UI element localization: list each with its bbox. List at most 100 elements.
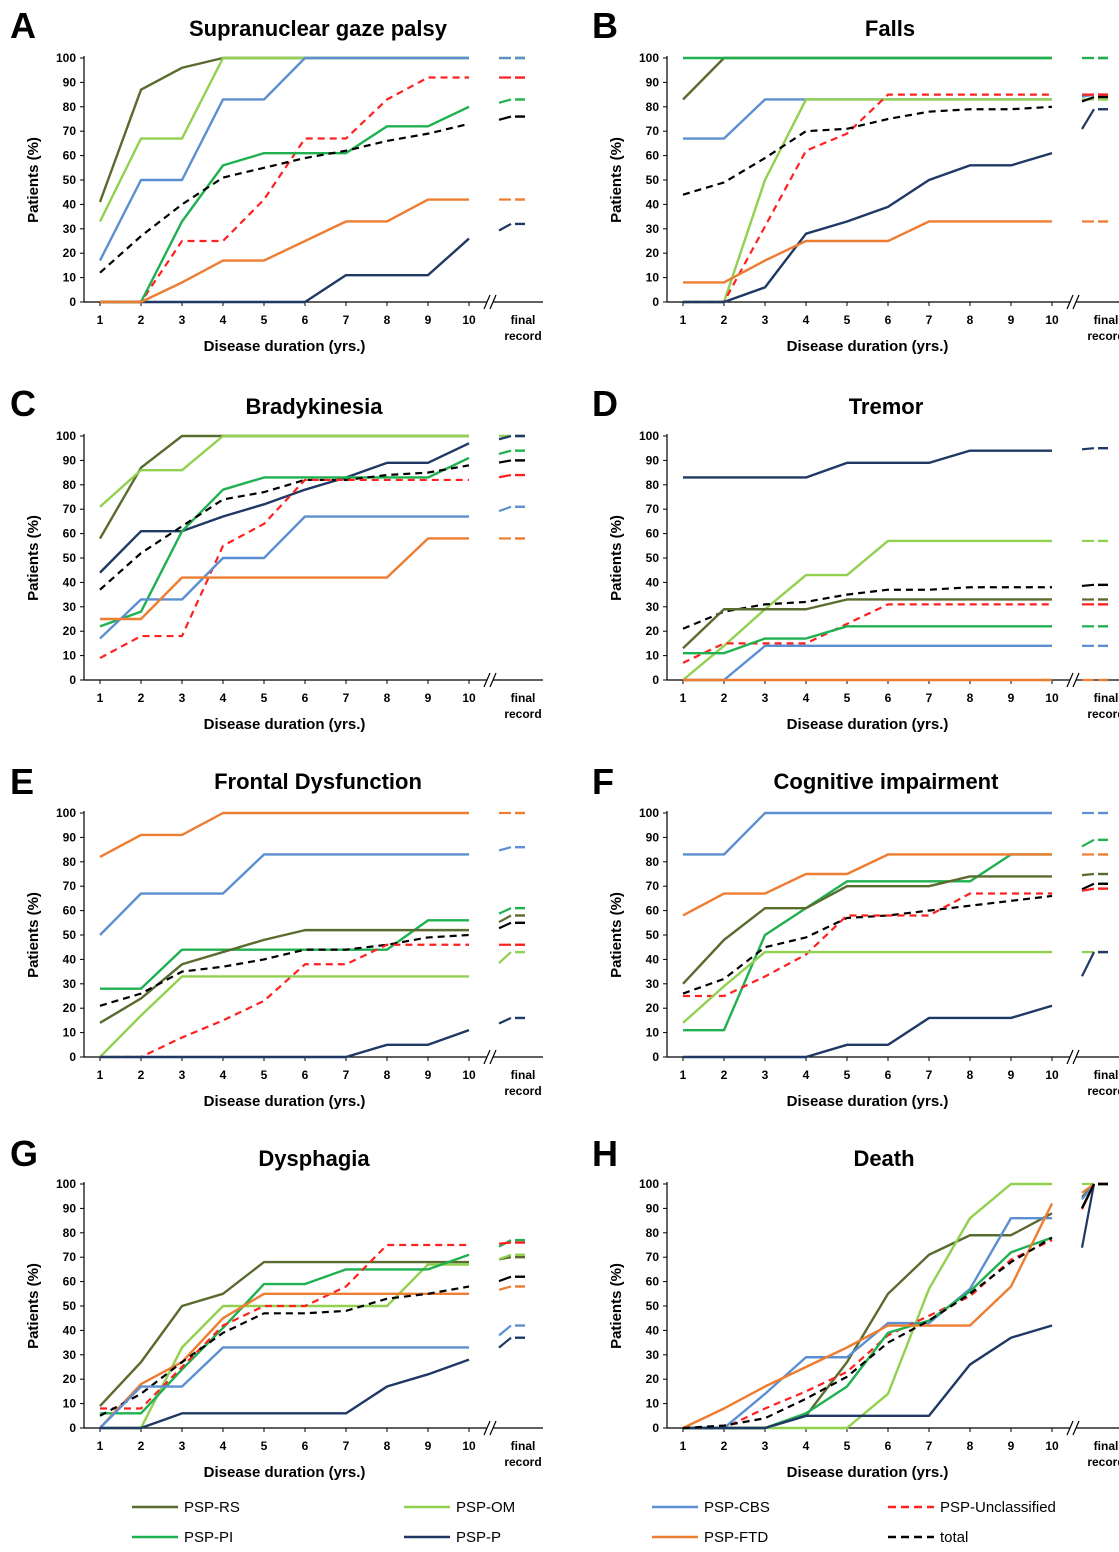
- x-tick-label: 2: [138, 1439, 145, 1453]
- series-group: [682, 811, 1108, 1059]
- series-connector-total: [1081, 583, 1095, 588]
- y-tick-label: 100: [639, 1177, 659, 1191]
- series-line-psp-p: [683, 152, 1053, 304]
- y-tick-label: 0: [69, 1421, 76, 1435]
- x-tick-label-final: record: [504, 1084, 541, 1098]
- x-tick-label-final: record: [504, 329, 541, 343]
- x-tick-label-final: final: [511, 1439, 536, 1453]
- series-connector-psp-pi: [1081, 838, 1095, 848]
- x-tick-label: 7: [926, 1439, 933, 1453]
- x-tick-label: 7: [926, 313, 933, 327]
- series-connector-total: [1081, 1183, 1095, 1209]
- panel-letter: C: [10, 383, 36, 424]
- y-tick-label: 0: [69, 1050, 76, 1064]
- x-tick-label: 6: [302, 1439, 309, 1453]
- x-tick-label-final: record: [1087, 329, 1119, 343]
- series-connector-total: [498, 921, 512, 930]
- y-tick-label: 20: [63, 624, 77, 638]
- series-line-total: [682, 1236, 1053, 1430]
- series-connector-psp-pi: [498, 449, 512, 455]
- x-tick-label: 8: [384, 313, 391, 327]
- panel-e: E Frontal Dysfunction 0 10 20 30 40 50 60 70 80 90 1…: [10, 761, 543, 1110]
- x-tick-label-final: final: [511, 691, 536, 705]
- panel-letter: D: [592, 383, 618, 424]
- y-tick-label: 90: [63, 1201, 77, 1215]
- y-tick-label: 30: [63, 1348, 77, 1362]
- y-tick-label: 0: [652, 673, 659, 687]
- series-connector-psp-ftd: [1081, 1183, 1095, 1194]
- y-tick-label: 40: [646, 952, 660, 966]
- y-tick-label: 60: [63, 149, 77, 163]
- y-tick-label: 50: [646, 551, 660, 565]
- panel-title: Bradykinesia: [246, 394, 384, 419]
- y-tick-label: 30: [63, 977, 77, 991]
- series-line-psp-unclassified: [100, 76, 469, 304]
- y-tick-label: 60: [646, 1275, 660, 1289]
- series-connector-psp-unclassified: [1081, 887, 1095, 892]
- panel-letter: F: [592, 761, 614, 802]
- x-axis-title: Disease duration (yrs.): [204, 716, 366, 733]
- series-line-psp-om: [682, 539, 1052, 681]
- x-tick-label: 3: [179, 1439, 186, 1453]
- x-tick-label: 2: [721, 1068, 728, 1082]
- x-tick-label: 6: [302, 313, 309, 327]
- axis-break-mark: [489, 1049, 497, 1065]
- series-line-psp-rs: [682, 56, 1052, 101]
- series-connector-total: [498, 1275, 512, 1283]
- x-tick-label: 5: [844, 691, 851, 705]
- y-axis-title: Patients (%): [25, 1263, 42, 1349]
- y-tick-label: 20: [646, 624, 660, 638]
- y-tick-label: 50: [63, 551, 77, 565]
- series-line-psp-unclassified: [682, 603, 1052, 664]
- series-line-psp-p: [100, 1029, 470, 1059]
- y-tick-label: 80: [646, 100, 660, 114]
- series-connector-total: [498, 115, 512, 121]
- series-group: [99, 811, 525, 1059]
- series-line-psp-p: [683, 1324, 1053, 1430]
- x-tick-label: 1: [680, 313, 687, 327]
- y-tick-label: 80: [646, 478, 660, 492]
- panel-c: C Bradykinesia 0 10 20 30 40 50 60 70 80 90 100 Patie…: [10, 383, 543, 733]
- y-axis-title: Patients (%): [608, 892, 625, 978]
- x-tick-label: 9: [425, 1439, 432, 1453]
- series-connector-psp-pi: [498, 98, 512, 104]
- x-tick-label: 5: [261, 1439, 268, 1453]
- y-tick-label: 40: [63, 575, 77, 589]
- series-line-psp-om: [683, 1182, 1052, 1430]
- x-axis-title: Disease duration (yrs.): [787, 1464, 949, 1481]
- series-connector-psp-p: [1081, 108, 1095, 130]
- x-tick-label: 10: [1045, 313, 1059, 327]
- x-tick-label: 9: [1008, 313, 1015, 327]
- series-connector-psp-unclassified: [498, 473, 512, 479]
- series-line-psp-pi: [683, 625, 1052, 655]
- panel-f: F Cognitive impairment 0 10 20 30 40 50 60 70 80 90…: [592, 761, 1119, 1110]
- axis-break-mark: [483, 672, 491, 688]
- legend-label: PSP-Unclassified: [940, 1499, 1056, 1516]
- legend-label: PSP-OM: [456, 1499, 515, 1516]
- y-tick-label: 50: [63, 1299, 77, 1313]
- x-tick-label: 7: [343, 691, 350, 705]
- x-tick-label: 2: [138, 1068, 145, 1082]
- series-connector-psp-cbs: [498, 846, 512, 852]
- series-line-psp-p: [100, 237, 470, 304]
- axis-break-mark: [1072, 294, 1080, 310]
- x-tick-label: 7: [926, 691, 933, 705]
- x-tick-label: 8: [967, 1439, 974, 1453]
- x-tick-label: 5: [844, 1439, 851, 1453]
- series-line-psp-ftd: [100, 537, 469, 621]
- panel-letter: B: [592, 5, 618, 46]
- x-tick-label: 9: [425, 691, 432, 705]
- y-tick-label: 10: [63, 271, 77, 285]
- y-tick-label: 60: [63, 1275, 77, 1289]
- y-tick-label: 10: [646, 1397, 660, 1411]
- x-tick-label-final: record: [504, 707, 541, 721]
- y-tick-label: 50: [63, 928, 77, 942]
- y-tick-label: 20: [63, 1372, 77, 1386]
- y-tick-label: 70: [63, 879, 77, 893]
- y-tick-label: 40: [63, 197, 77, 211]
- y-tick-label: 50: [646, 173, 660, 187]
- series-connector-psp-om: [498, 951, 512, 964]
- series-line-psp-rs: [682, 598, 1052, 650]
- series-line-psp-ftd: [100, 198, 469, 304]
- y-tick-label: 90: [63, 830, 77, 844]
